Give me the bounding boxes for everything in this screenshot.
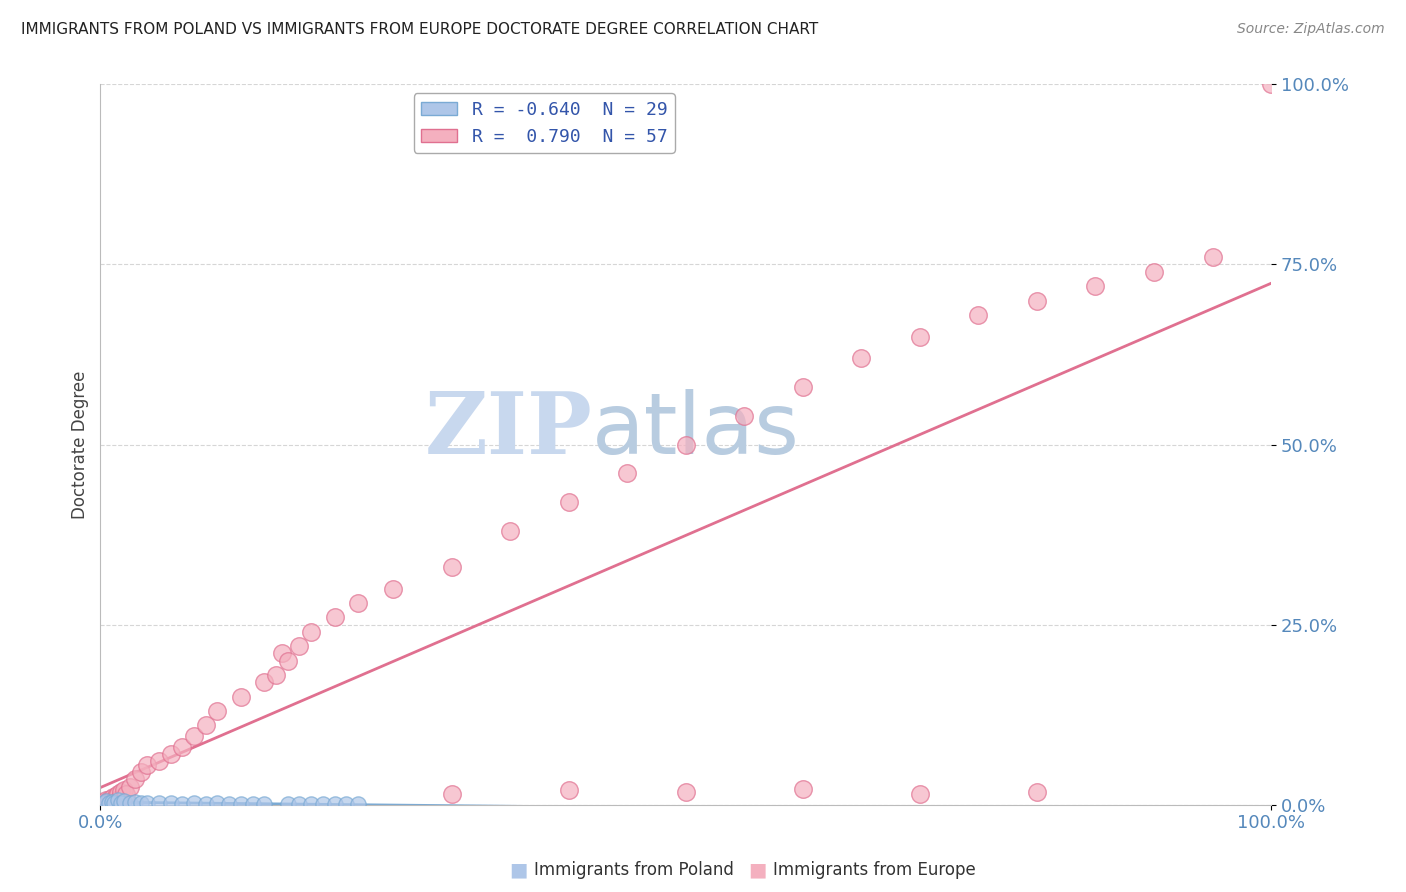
Point [908,329,931,343]
Point [107,793,129,807]
Point [288,797,311,812]
Point [91,796,114,810]
Point [1084,279,1107,293]
Point [148,796,170,810]
Point [253,675,276,690]
Point [107,787,129,801]
Point [103,790,125,805]
Text: Source: ZipAtlas.com: Source: ZipAtlas.com [1237,22,1385,37]
Text: atlas: atlas [592,389,800,472]
Point [1260,78,1282,92]
Point [112,783,135,797]
Point [131,765,153,780]
Point [103,792,125,806]
Point [105,794,128,808]
Point [675,785,697,799]
Point [347,797,370,811]
Point [110,796,132,810]
Point [159,747,181,762]
Point [335,797,357,812]
Point [312,797,335,812]
Point [172,740,194,755]
Point [136,796,159,810]
Point [733,409,755,423]
Point [229,797,252,811]
Point [96,793,118,807]
Point [616,467,638,481]
Point [93,795,115,809]
Point [440,560,463,574]
Point [94,796,117,810]
Point [118,780,141,794]
Point [299,624,322,639]
Point [323,610,346,624]
Point [194,797,217,811]
Point [499,524,522,538]
Point [323,797,346,811]
Point [967,308,990,322]
Point [93,796,115,810]
Point [270,647,292,661]
Legend: R = -0.640  N = 29, R =  0.790  N = 57: R = -0.640 N = 29, R = 0.790 N = 57 [413,94,675,153]
Point [103,796,125,810]
Point [299,797,322,811]
Point [1026,785,1049,799]
Point [253,797,276,812]
Point [97,796,120,810]
Point [118,796,141,810]
Point [264,668,287,682]
Point [382,582,405,596]
Point [557,495,579,509]
Point [104,789,127,803]
Text: Immigrants from Europe: Immigrants from Europe [773,861,976,879]
Point [1026,293,1049,308]
Point [194,718,217,732]
Point [675,437,697,451]
Point [172,797,194,811]
Point [218,797,240,811]
Point [98,792,121,806]
Point [792,380,814,394]
Point [207,796,229,810]
Point [148,755,170,769]
Text: ■: ■ [509,860,527,880]
Point [96,795,118,809]
Point [101,795,124,809]
Point [183,796,205,810]
Point [557,783,579,797]
Text: Immigrants from Poland: Immigrants from Poland [534,861,734,879]
Point [136,758,159,772]
Point [112,794,135,808]
Point [207,704,229,718]
Text: IMMIGRANTS FROM POLAND VS IMMIGRANTS FROM EUROPE DOCTORATE DEGREE CORRELATION CH: IMMIGRANTS FROM POLAND VS IMMIGRANTS FRO… [21,22,818,37]
Point [440,787,463,801]
Point [96,794,118,808]
Point [1143,265,1166,279]
Point [851,351,873,365]
Point [115,787,138,801]
Point [101,794,124,808]
Point [124,772,146,787]
Point [110,785,132,799]
Point [1201,250,1223,264]
Point [277,654,299,668]
Text: ■: ■ [748,860,766,880]
Y-axis label: Doctorate Degree: Doctorate Degree [72,370,89,519]
Point [131,796,153,810]
Point [183,729,205,743]
Point [277,797,299,811]
Point [908,787,931,801]
Point [792,781,814,796]
Point [124,795,146,809]
Point [159,796,181,810]
Point [288,639,311,653]
Text: ZIP: ZIP [425,388,592,472]
Point [347,596,370,610]
Point [108,792,131,806]
Point [229,690,252,704]
Point [242,797,264,811]
